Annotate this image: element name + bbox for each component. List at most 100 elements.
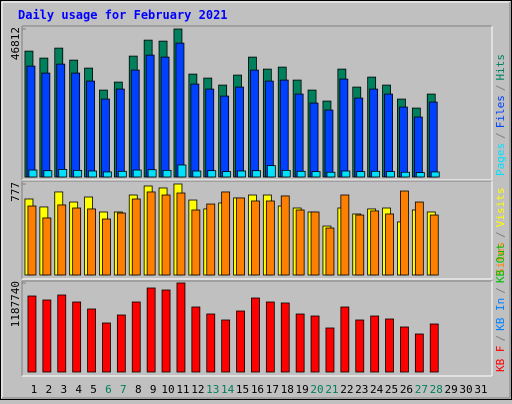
bar	[251, 200, 260, 276]
bar	[222, 171, 232, 178]
bar	[221, 319, 231, 373]
bar	[132, 169, 142, 178]
bar	[296, 170, 306, 178]
bar	[161, 194, 171, 276]
bar	[236, 310, 245, 373]
legend-entry: Sites	[494, 242, 507, 275]
bar	[58, 169, 68, 178]
bar	[191, 209, 201, 276]
x-tick-label: 28	[430, 383, 443, 396]
bar	[252, 170, 261, 178]
bar	[131, 198, 141, 276]
bar	[310, 211, 320, 276]
bar	[385, 213, 394, 276]
bar	[191, 306, 201, 373]
bar	[102, 322, 111, 373]
bar	[265, 301, 275, 373]
bar	[237, 170, 246, 178]
bar	[87, 208, 96, 276]
bar	[41, 72, 51, 178]
bar	[27, 205, 37, 276]
x-tick-label: 2	[46, 383, 53, 396]
x-tick-label: 13	[206, 383, 219, 396]
bar	[207, 170, 217, 178]
x-tick-label: 24	[370, 383, 384, 396]
x-tick-label: 8	[135, 383, 142, 396]
bar	[145, 54, 155, 178]
x-tick-label: 20	[310, 383, 323, 396]
bar	[294, 93, 304, 178]
legend-separator: /	[494, 287, 507, 294]
x-tick-label: 23	[355, 383, 368, 396]
bar	[130, 69, 140, 178]
bar	[355, 319, 365, 373]
bar	[103, 171, 112, 178]
bar	[414, 201, 424, 276]
bar	[72, 207, 82, 276]
legend-entry: Hits	[494, 54, 507, 81]
bar	[326, 171, 336, 178]
bar	[160, 56, 170, 178]
bar	[295, 313, 305, 373]
bar	[116, 314, 126, 373]
bar	[265, 200, 275, 276]
x-tick-label: 1	[31, 383, 38, 396]
legend: Sites / Visits	[494, 188, 507, 276]
bar	[57, 294, 67, 373]
bar	[86, 80, 95, 178]
bar	[117, 170, 127, 178]
bar	[429, 323, 439, 373]
bar	[401, 171, 410, 178]
bar	[280, 302, 290, 373]
legend-separator: /	[494, 85, 507, 92]
x-tick-label: 25	[385, 383, 398, 396]
bar	[281, 169, 291, 178]
chart-title: Daily usage for February 2021	[18, 8, 228, 22]
x-tick-label: 14	[221, 383, 235, 396]
bar	[177, 164, 187, 178]
bar	[385, 318, 394, 373]
legend-separator: /	[494, 132, 507, 139]
x-tick-label: 5	[90, 383, 97, 396]
y-tick-label: 46812	[9, 27, 22, 60]
bar	[399, 106, 408, 178]
bar	[162, 169, 172, 178]
bar	[147, 169, 157, 178]
bar	[340, 306, 350, 373]
x-tick-label: 16	[251, 383, 264, 396]
bar	[88, 170, 97, 178]
bar	[27, 295, 37, 373]
x-tick-label: 18	[281, 383, 294, 396]
bar	[221, 191, 231, 276]
y-tick-label: 1187740	[9, 281, 22, 327]
bar	[42, 217, 52, 276]
x-tick-label: 29	[445, 383, 458, 396]
bar	[115, 88, 125, 178]
bar	[146, 191, 156, 276]
x-tick-label: 9	[150, 383, 157, 396]
bar	[57, 204, 67, 276]
bar	[324, 109, 334, 178]
x-tick-label: 17	[266, 383, 279, 396]
bar	[101, 98, 110, 178]
x-tick-label: 12	[191, 383, 204, 396]
bar	[370, 210, 380, 276]
bar	[72, 301, 82, 373]
x-tick-label: 11	[176, 383, 189, 396]
bar	[43, 170, 53, 178]
legend-separator: /	[494, 231, 507, 238]
bar	[71, 72, 81, 178]
x-tick-label: 31	[474, 383, 487, 396]
bar	[371, 170, 381, 178]
bar	[340, 194, 350, 276]
bar	[42, 299, 52, 373]
bar	[279, 79, 289, 178]
bar	[73, 169, 83, 178]
bar	[205, 88, 215, 178]
x-tick-label: 15	[236, 383, 249, 396]
legend-entry: KB Out	[494, 243, 507, 283]
bar	[370, 315, 380, 373]
bar	[415, 172, 425, 178]
bar	[355, 214, 365, 276]
legend: Pages / Files / Hits	[494, 54, 507, 176]
